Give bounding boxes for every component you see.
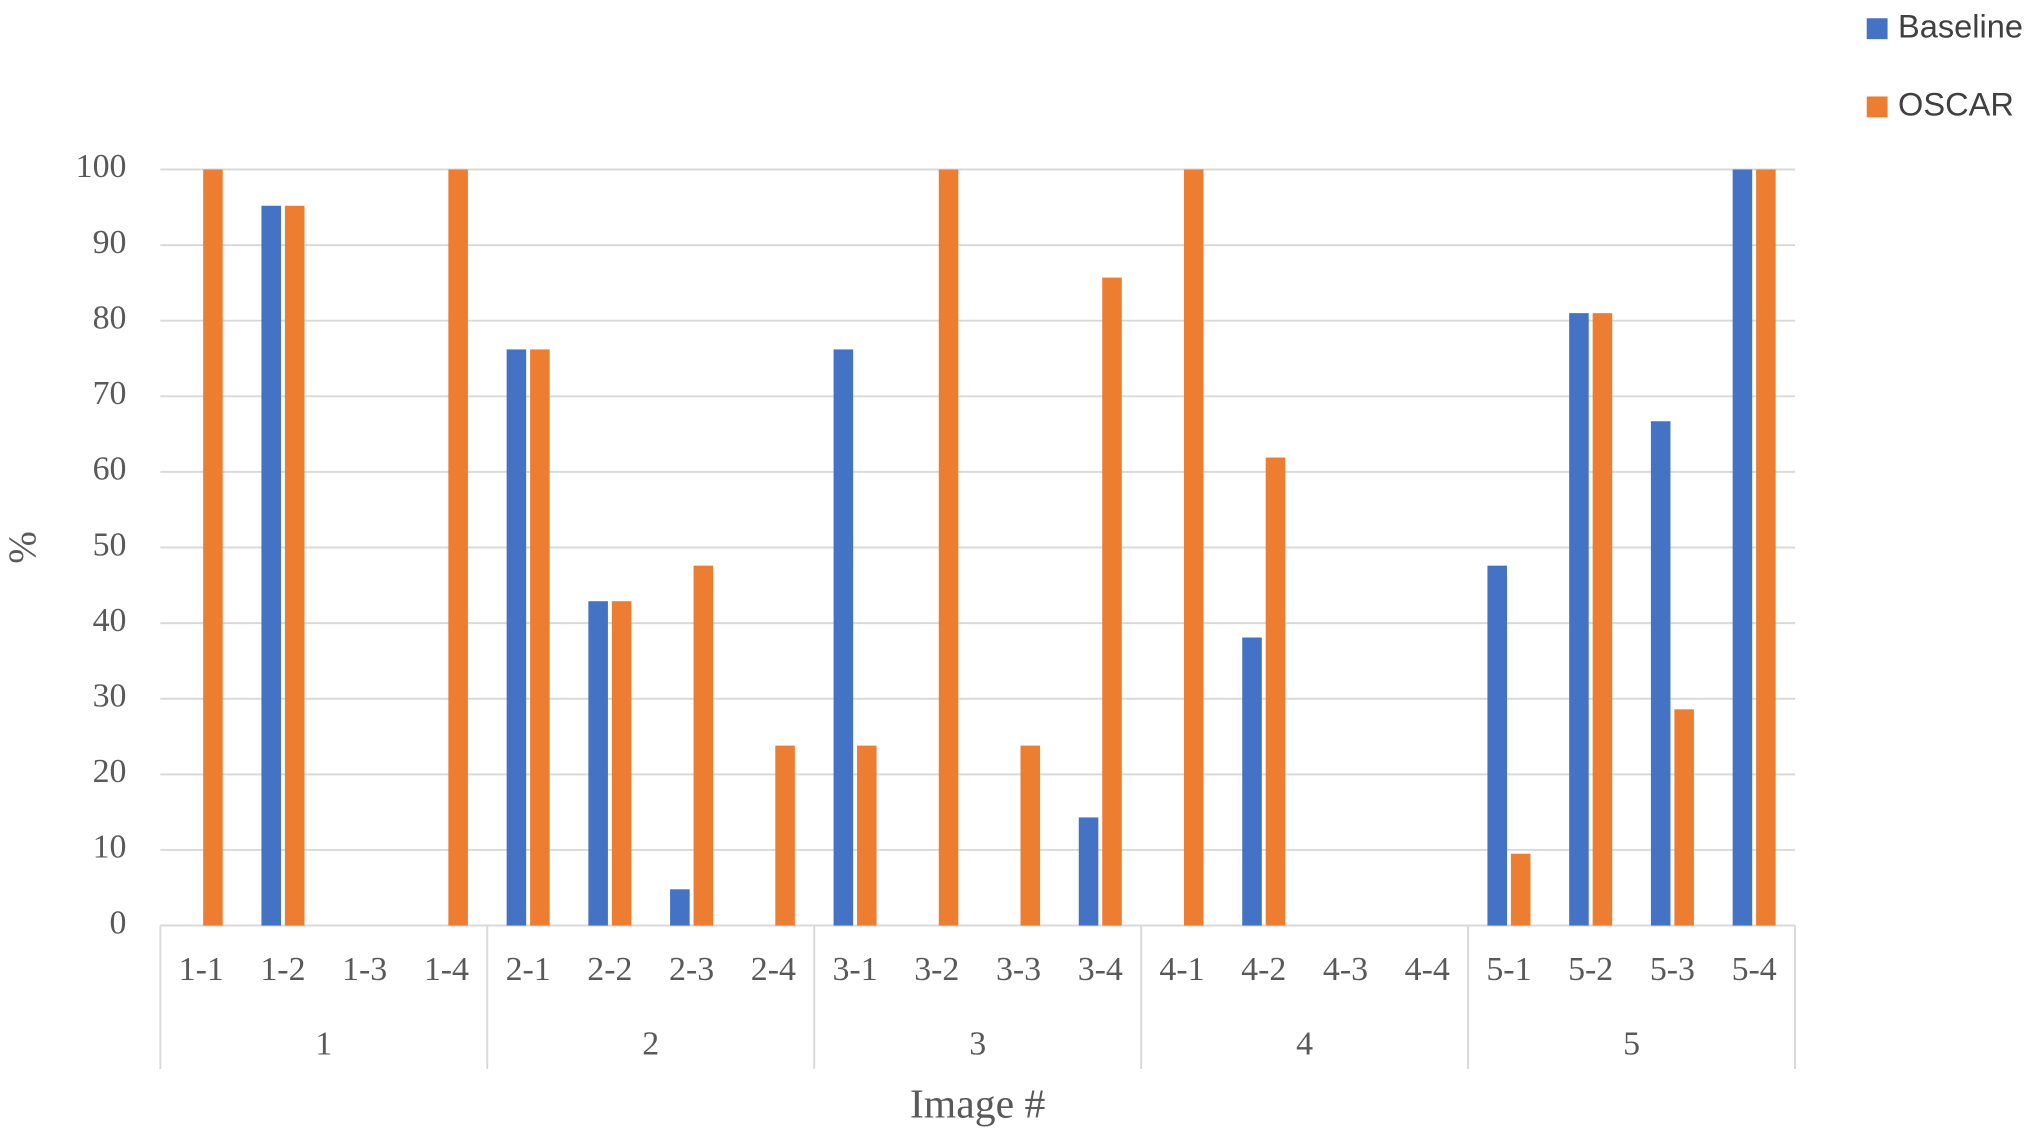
bar [1487,565,1507,926]
x-tick-label: 2-3 [669,951,714,988]
bar [775,745,795,926]
x-tick-label: 5-2 [1568,951,1613,988]
bar [670,889,690,926]
bar [448,169,468,926]
bar [1592,313,1613,926]
bar [530,349,550,926]
bar [1183,169,1204,926]
y-tick-label: 70 [93,375,127,412]
group-label: 2 [642,1026,659,1063]
bar [1732,169,1753,926]
y-tick-label: 90 [93,224,127,261]
bar [1265,457,1286,926]
x-axis-title: Image # [910,1082,1046,1128]
x-tick-label: 2-2 [587,951,632,988]
bar [1510,853,1531,926]
y-tick-label: 50 [93,526,127,563]
group-label: 1 [315,1026,332,1063]
bar [261,205,281,926]
bar [1650,421,1671,926]
bar [506,349,527,926]
bar [284,205,305,926]
x-tick-label: 2-4 [751,951,796,988]
group-label: 3 [969,1026,986,1063]
x-tick-label: 4-2 [1241,951,1286,988]
bar [857,745,877,926]
x-tick-label: 3-2 [914,951,959,988]
x-tick-label: 3-3 [996,951,1041,988]
bar [833,349,854,926]
bar [1102,277,1122,926]
legend-swatch [1866,18,1888,40]
x-tick-label: 5-4 [1732,951,1777,988]
x-tick-label: 3-1 [832,951,877,988]
y-tick-label: 40 [93,602,127,639]
y-tick-label: 60 [93,451,127,488]
bar [203,169,223,926]
x-tick-label: 2-1 [506,951,551,988]
y-tick-label: 80 [93,299,127,336]
x-tick-label: 1-4 [424,951,469,988]
legend-swatch [1866,96,1888,118]
x-tick-label: 5-3 [1650,951,1695,988]
x-tick-label: 5-1 [1486,951,1531,988]
y-tick-label: 0 [110,904,127,941]
x-tick-label: 1-1 [179,951,224,988]
x-tick-label: 1-3 [342,951,387,988]
x-tick-label: 4-3 [1323,951,1368,988]
x-tick-label: 1-2 [260,951,305,988]
y-axis-title: % [1,531,44,564]
bar [1756,169,1776,926]
bar [1569,313,1589,926]
x-tick-label: 3-4 [1078,951,1123,988]
bar [693,565,714,926]
bar [938,169,959,926]
bar [588,601,608,926]
x-tick-label: 4-1 [1159,951,1204,988]
y-tick-label: 100 [76,148,127,185]
x-tick-label: 4-4 [1405,951,1450,988]
bar [1078,817,1099,926]
legend-label: OSCAR [1898,87,2014,123]
y-tick-label: 30 [93,678,127,715]
group-label: 5 [1623,1026,1640,1063]
group-label: 4 [1296,1026,1313,1063]
bar [1020,745,1041,926]
y-tick-label: 20 [93,753,127,790]
legend-label: Baseline [1898,8,2023,44]
bar [611,601,632,926]
bar [1674,709,1694,926]
bar [1242,637,1262,926]
y-tick-label: 10 [93,829,127,866]
